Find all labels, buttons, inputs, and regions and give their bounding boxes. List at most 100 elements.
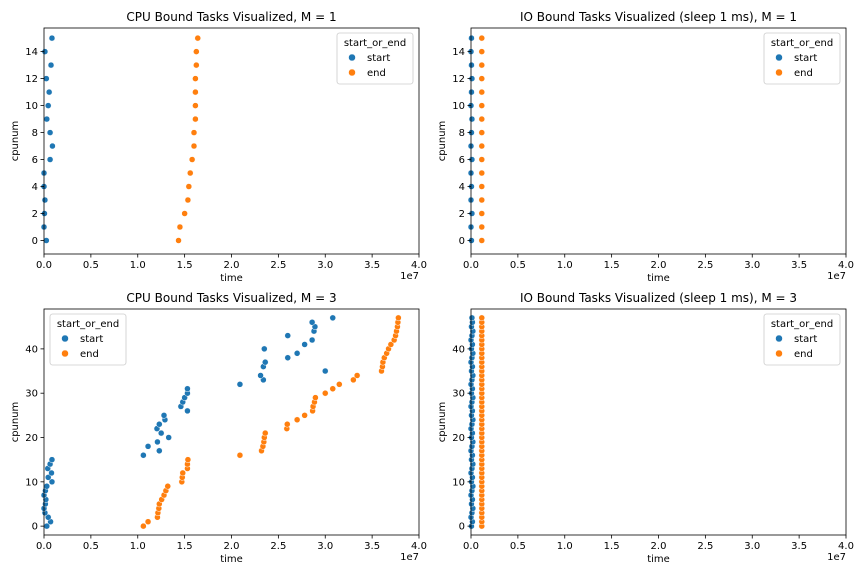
data-point-end	[190, 142, 198, 150]
data-point-end	[184, 456, 192, 463]
data-point-end	[353, 372, 361, 379]
x-tick-label: 0.5	[83, 260, 99, 271]
x-tick-label: 3.0	[317, 260, 333, 271]
x-tick-label: 0.5	[510, 541, 526, 552]
y-tick-label: 14	[25, 47, 38, 58]
data-point-end	[312, 394, 319, 401]
x-tick-label: 3.5	[791, 260, 807, 271]
x-axis-label: time	[647, 273, 670, 284]
data-point-end	[478, 169, 486, 177]
subplot-3: CPU Bound Tasks Visualized, M = 3 0.0 0.5 1…	[10, 291, 427, 565]
subplot-4: IO Bound Tasks Visualized (sleep 1 ms), …	[437, 291, 854, 565]
data-point-end	[478, 61, 486, 69]
data-point-start	[45, 88, 53, 96]
legend-marker-start	[775, 334, 783, 343]
data-point-end	[193, 48, 200, 55]
data-point-start	[157, 429, 165, 437]
data-point-start	[47, 61, 55, 69]
y-tick-label: 4	[459, 182, 465, 193]
x-axis-exponent: 1e7	[400, 271, 419, 282]
x-tick-label: 4.0	[411, 541, 427, 552]
legend-label-end: end	[794, 68, 813, 79]
data-point-end	[192, 102, 199, 109]
data-point-start	[184, 385, 191, 393]
data-point-start	[257, 372, 264, 379]
x-tick-label: 0.0	[463, 541, 479, 552]
data-point-start	[468, 314, 476, 322]
data-point-end	[478, 183, 486, 190]
x-tick-label: 3.0	[744, 260, 760, 271]
data-point-end	[478, 223, 486, 231]
data-point-start	[43, 483, 51, 490]
legend-box	[763, 32, 841, 85]
y-axis-label: cpunum	[10, 121, 21, 162]
y-tick-label: 30	[25, 389, 38, 400]
series-end	[478, 34, 486, 244]
x-tick-label: 4.0	[838, 260, 854, 271]
x-tick-label: 3.5	[791, 541, 807, 552]
data-point-end	[478, 34, 486, 42]
series-end	[478, 314, 486, 530]
data-point-start	[43, 115, 51, 123]
chart-title: IO Bound Tasks Visualized (sleep 1 ms), …	[520, 291, 797, 305]
y-tick-label: 10	[452, 101, 465, 112]
y-tick-label: 12	[452, 74, 465, 85]
data-point-end	[192, 115, 199, 123]
x-tick-label: 0.0	[463, 260, 479, 271]
data-point-end	[184, 196, 192, 204]
legend-box	[49, 313, 127, 366]
y-tick-label: 8	[459, 128, 465, 139]
data-point-start	[236, 381, 244, 388]
x-tick-label: 3.5	[364, 260, 380, 271]
x-axis-exponent: 1e7	[827, 552, 846, 563]
data-point-end	[193, 61, 200, 69]
x-tick-label: 2.5	[697, 541, 713, 552]
y-tick-label: 40	[25, 344, 38, 355]
chart-title: IO Bound Tasks Visualized (sleep 1 ms), …	[520, 10, 797, 24]
data-point-start	[184, 407, 191, 415]
data-point-end	[190, 129, 198, 136]
y-tick-label: 6	[459, 155, 465, 166]
legend-marker-end	[775, 349, 783, 358]
x-axis-label: time	[647, 554, 670, 565]
x-tick-label: 4.0	[838, 541, 854, 552]
data-point-start	[44, 514, 52, 521]
data-point-start	[261, 345, 268, 353]
y-tick-label: 6	[32, 155, 38, 166]
data-point-start	[49, 142, 56, 150]
y-tick-label: 10	[25, 101, 38, 112]
data-point-end	[478, 210, 486, 217]
data-point-end	[478, 88, 486, 96]
data-point-start	[154, 438, 161, 446]
data-point-start	[284, 332, 291, 339]
x-tick-label: 0.0	[36, 541, 52, 552]
x-tick-label: 2.5	[270, 260, 286, 271]
x-tick-label: 2.0	[651, 260, 667, 271]
x-tick-label: 4.0	[411, 260, 427, 271]
data-point-end	[478, 196, 486, 204]
data-point-end	[336, 381, 343, 388]
x-tick-label: 1.0	[557, 260, 573, 271]
legend-label-start: start	[794, 53, 817, 64]
y-tick-label: 2	[459, 209, 465, 220]
legend-marker-start	[61, 334, 69, 343]
data-point-end	[236, 451, 244, 459]
data-point-end	[478, 314, 486, 322]
x-tick-label: 3.5	[364, 541, 380, 552]
legend-marker-start	[775, 53, 783, 62]
data-point-end	[387, 341, 395, 348]
data-point-end	[301, 412, 308, 419]
legend-label-end: end	[367, 68, 386, 79]
x-tick-label: 2.5	[697, 260, 713, 271]
y-axis-label: cpunum	[10, 402, 21, 443]
data-point-start	[322, 367, 329, 375]
y-axis-label: cpunum	[437, 402, 448, 443]
data-point-start	[301, 341, 308, 348]
data-point-end	[322, 389, 329, 397]
data-point-start	[284, 354, 291, 361]
data-point-start	[468, 34, 475, 42]
